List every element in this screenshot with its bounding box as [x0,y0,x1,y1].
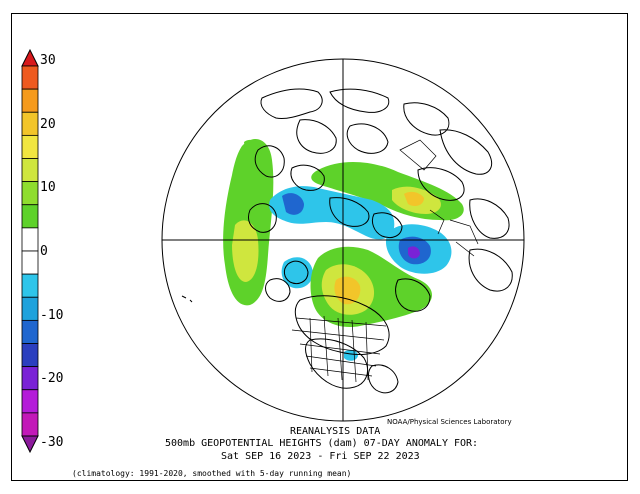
colorbar-segment [21,389,39,414]
colorbar-tick-label: 20 [40,116,56,132]
colorbar-segment [21,204,39,229]
positive-anomaly-north-peak [404,191,424,206]
colorbar-segment [21,250,39,275]
title-line-3: Sat SEP 16 2023 - Fri SEP 22 2023 [221,451,420,462]
colorbar-segment [21,319,39,344]
colorbar-segment [21,273,39,298]
colorbar-segment [21,88,39,113]
colorbar-tick-label: 30 [40,53,56,68]
colorbar-tick-label: -30 [40,435,64,450]
colorbar-tick-label: -20 [40,371,64,387]
negative-anomaly-europe-peak [408,246,420,259]
credit-label: NOAA/Physical Sciences Laboratory [387,418,512,426]
colorbar-min-arrow [21,435,39,454]
colorbar-max-arrow [21,48,39,67]
title-line-1: REANALYSIS DATA [290,426,381,437]
footnote: (climatology: 1991-2020, smoothed with 5… [72,469,352,478]
colorbar-tick-label: -10 [40,307,64,323]
colorbar-tick-label: 10 [40,180,56,196]
polar-disc-outline [161,58,525,422]
positive-anomaly-northwest [244,139,262,163]
colorbar-segment [21,366,39,391]
positive-anomaly-west-core [232,220,259,282]
title-line-2: 500mb GEOPOTENTIAL HEIGHTS (dam) 07-DAY … [165,438,479,449]
coastlines [181,88,513,394]
colorbar [21,48,39,454]
negative-anomaly-canada-core [282,193,304,215]
colorbar-segment [21,412,39,437]
anomaly-field [162,59,524,421]
state-borders [291,139,479,383]
colorbar-segment [21,134,39,159]
colorbar-segment [21,158,39,183]
colorbar-segment [21,343,39,368]
colorbar-segment [21,296,39,321]
colorbar-tick-label: 0 [40,244,48,259]
colorbar-segment [21,111,39,136]
colorbar-segment [21,227,39,252]
colorbar-segment [21,181,39,206]
colorbar-segment [21,65,39,90]
